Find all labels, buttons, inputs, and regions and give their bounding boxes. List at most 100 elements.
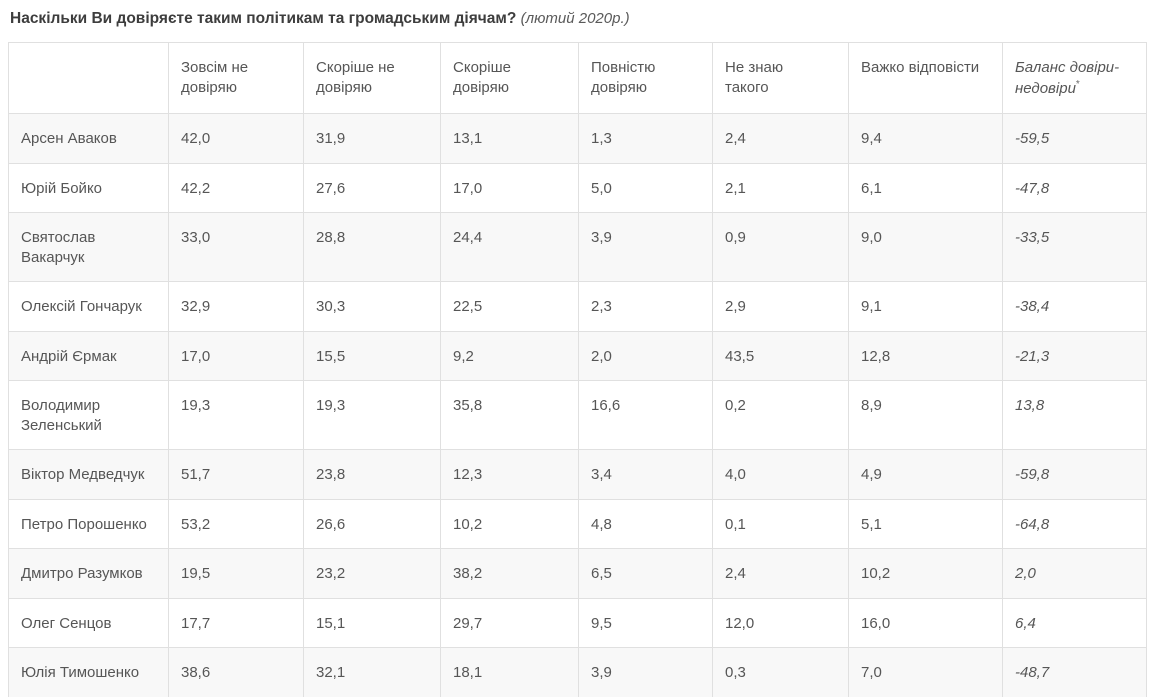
page-title: Наскільки Ви довіряєте таким політикам т… (10, 9, 1150, 29)
value-cell: 8,9 (848, 380, 1003, 451)
survey-question-title: Наскільки Ви довіряєте таким політикам т… (10, 10, 517, 27)
value-cell: 43,5 (712, 330, 849, 382)
table-row-avakov: Арсен Аваков 42,0 31,9 13,1 1,3 2,4 9,4 … (8, 113, 1147, 164)
value-cell: 19,3 (168, 380, 304, 451)
value-cell: 17,0 (440, 162, 579, 214)
value-cell: 22,5 (440, 281, 579, 332)
person-name: Олексій Гончарук (8, 281, 169, 332)
value-cell: 23,2 (303, 548, 441, 599)
balance-cell: -47,8 (1002, 162, 1147, 214)
value-cell: 2,1 (712, 162, 849, 214)
value-cell: 51,7 (168, 449, 304, 500)
value-cell: 10,2 (848, 548, 1003, 599)
value-cell: 17,7 (168, 597, 304, 649)
value-cell: 0,2 (712, 380, 849, 451)
balance-cell: 6,4 (1002, 597, 1147, 649)
header-row: Зовсім не довіряю Скоріше не довіряю Ско… (8, 42, 1147, 115)
value-cell: 32,9 (168, 281, 304, 332)
value-cell: 6,1 (848, 162, 1003, 214)
balance-cell: -38,4 (1002, 281, 1147, 332)
value-cell: 13,1 (440, 113, 579, 164)
value-cell: 7,0 (848, 647, 1003, 697)
value-cell: 4,9 (848, 449, 1003, 500)
value-cell: 17,0 (168, 330, 304, 382)
value-cell: 38,2 (440, 548, 579, 599)
value-cell: 35,8 (440, 380, 579, 451)
value-cell: 18,1 (440, 647, 579, 697)
person-name: Олег Сенцов (8, 597, 169, 649)
value-cell: 12,0 (712, 597, 849, 649)
trust-survey-table: Зовсім не довіряю Скоріше не довіряю Ско… (8, 42, 1147, 697)
table-row-vakarchuk: Святослав Вакарчук 33,0 28,8 24,4 3,9 0,… (8, 212, 1147, 283)
value-cell: 28,8 (303, 212, 441, 283)
value-cell: 6,5 (578, 548, 713, 599)
table-row-boyko: Юрій Бойко 42,2 27,6 17,0 5,0 2,1 6,1 -4… (8, 162, 1147, 214)
value-cell: 31,9 (303, 113, 441, 164)
value-cell: 24,4 (440, 212, 579, 283)
balance-cell: -59,8 (1002, 449, 1147, 500)
table-row-sentsov: Олег Сенцов 17,7 15,1 29,7 9,5 12,0 16,0… (8, 597, 1147, 649)
value-cell: 16,0 (848, 597, 1003, 649)
table-row-tymoshenko: Юлія Тимошенко 38,6 32,1 18,1 3,9 0,3 7,… (8, 647, 1147, 697)
balance-cell: 13,8 (1002, 380, 1147, 451)
value-cell: 26,6 (303, 498, 441, 550)
value-cell: 32,1 (303, 647, 441, 697)
table-row-zelensky: Володимир Зеленський 19,3 19,3 35,8 16,6… (8, 380, 1147, 451)
table-row-razumkov: Дмитро Разумков 19,5 23,2 38,2 6,5 2,4 1… (8, 548, 1147, 599)
value-cell: 15,5 (303, 330, 441, 382)
value-cell: 9,5 (578, 597, 713, 649)
value-cell: 12,3 (440, 449, 579, 500)
col-header-dont-know-person: Не знаю такого (712, 42, 849, 115)
person-name: Дмитро Разумков (8, 548, 169, 599)
person-name: Юрій Бойко (8, 162, 169, 214)
person-name: Андрій Єрмак (8, 330, 169, 382)
value-cell: 15,1 (303, 597, 441, 649)
value-cell: 0,3 (712, 647, 849, 697)
value-cell: 2,3 (578, 281, 713, 332)
table-row-honcharuk: Олексій Гончарук 32,9 30,3 22,5 2,3 2,9 … (8, 281, 1147, 332)
table-row-poroshenko: Петро Порошенко 53,2 26,6 10,2 4,8 0,1 5… (8, 498, 1147, 550)
value-cell: 9,0 (848, 212, 1003, 283)
table-body: Арсен Аваков 42,0 31,9 13,1 1,3 2,4 9,4 … (8, 113, 1147, 697)
value-cell: 5,1 (848, 498, 1003, 550)
value-cell: 2,4 (712, 113, 849, 164)
value-cell: 29,7 (440, 597, 579, 649)
value-cell: 27,6 (303, 162, 441, 214)
col-header-hard-to-answer: Важко відповісти (848, 42, 1003, 115)
value-cell: 10,2 (440, 498, 579, 550)
value-cell: 9,2 (440, 330, 579, 382)
person-name: Петро Порошенко (8, 498, 169, 550)
value-cell: 4,0 (712, 449, 849, 500)
value-cell: 0,1 (712, 498, 849, 550)
table-header: Зовсім не довіряю Скоріше не довіряю Ско… (8, 42, 1147, 115)
balance-cell: -48,7 (1002, 647, 1147, 697)
value-cell: 3,9 (578, 212, 713, 283)
value-cell: 1,3 (578, 113, 713, 164)
table-row-medvedchuk: Віктор Медведчук 51,7 23,8 12,3 3,4 4,0 … (8, 449, 1147, 500)
value-cell: 33,0 (168, 212, 304, 283)
value-cell: 38,6 (168, 647, 304, 697)
person-name: Володимир Зеленський (8, 380, 169, 451)
value-cell: 16,6 (578, 380, 713, 451)
value-cell: 9,1 (848, 281, 1003, 332)
table-row-yermak: Андрій Єрмак 17,0 15,5 9,2 2,0 43,5 12,8… (8, 330, 1147, 382)
value-cell: 42,0 (168, 113, 304, 164)
col-header-rather-trust: Скоріше довіряю (440, 42, 579, 115)
corner-cell (8, 42, 169, 115)
value-cell: 53,2 (168, 498, 304, 550)
value-cell: 4,8 (578, 498, 713, 550)
value-cell: 5,0 (578, 162, 713, 214)
value-cell: 9,4 (848, 113, 1003, 164)
value-cell: 23,8 (303, 449, 441, 500)
value-cell: 12,8 (848, 330, 1003, 382)
value-cell: 42,2 (168, 162, 304, 214)
value-cell: 2,9 (712, 281, 849, 332)
col-header-rather-distrust: Скоріше не довіряю (303, 42, 441, 115)
balance-cell: 2,0 (1002, 548, 1147, 599)
person-name: Юлія Тимошенко (8, 647, 169, 697)
col-header-trust-balance: Баланс довіри-недовіри* (1002, 42, 1147, 115)
value-cell: 19,5 (168, 548, 304, 599)
person-name: Арсен Аваков (8, 113, 169, 164)
person-name: Святослав Вакарчук (8, 212, 169, 283)
survey-date-subtitle: (лютий 2020р.) (520, 10, 630, 27)
